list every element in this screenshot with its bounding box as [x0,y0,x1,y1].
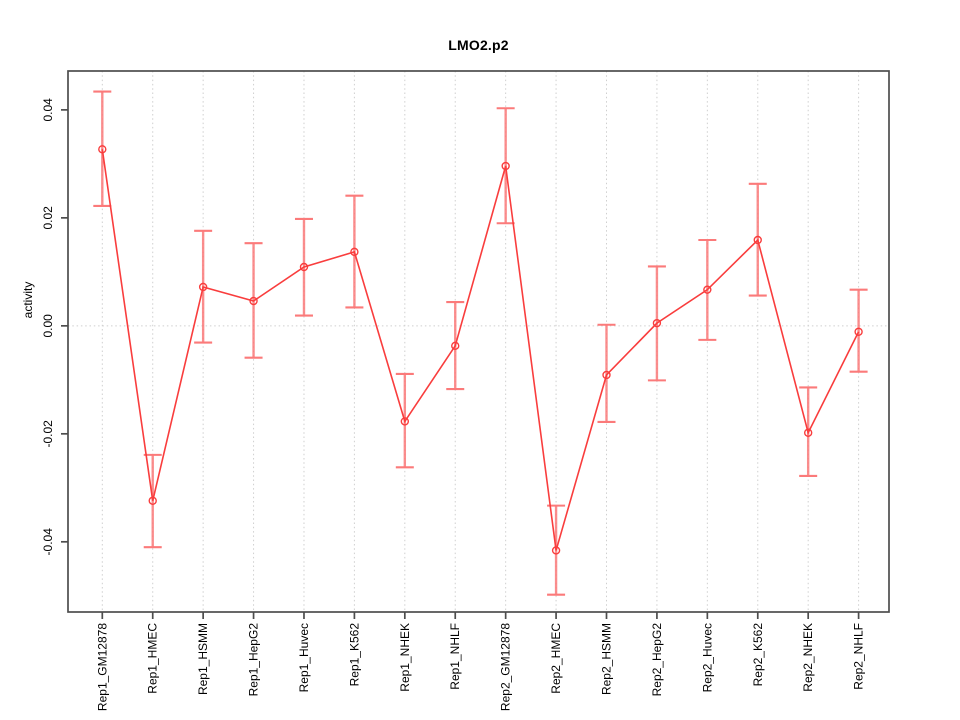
data-point [703,285,712,294]
x-tick-label: Rep2_Huvec [700,623,714,692]
data-point [350,247,359,257]
x-tick-label: Rep1_K562 [347,623,361,687]
data-point [451,341,460,351]
chart-title: LMO2.p2 [448,37,509,53]
x-tick-label: Rep2_HepG2 [650,623,664,697]
y-tick-label: 0.02 [41,206,55,230]
x-tick-label: Rep1_NHEK [398,623,412,692]
x-tick-label: Rep2_HMEC [549,623,563,694]
data-point [753,235,762,245]
y-tick-label: 0.00 [41,314,55,338]
data-point [400,417,410,426]
y-tick-label: -0.04 [41,528,55,556]
data-point [602,370,611,380]
data-point [854,327,863,336]
x-tick-label: Rep1_Huvec [297,623,311,692]
data-point [148,496,157,505]
y-tick-label: -0.02 [41,420,55,448]
x-tick-label: Rep1_HSMM [196,623,210,695]
series-line [101,149,860,551]
data-point [501,161,510,171]
plot-border [67,70,890,613]
x-tick-label: Rep2_NHEK [801,623,815,692]
data-point [249,296,258,306]
y-tick-label: 0.04 [41,98,55,122]
x-tick-label: Rep1_HMEC [146,623,160,694]
data-point [551,546,561,555]
x-tick-label: Rep1_NHLF [448,623,462,690]
x-tick-label: Rep2_K562 [751,623,765,687]
x-tick-label: Rep1_HepG2 [247,623,261,697]
data-point [299,262,309,272]
x-tick-label: Rep1_GM12878 [95,623,109,711]
data-point [98,145,107,154]
data-point [803,428,813,437]
data-point [652,318,662,328]
x-tick-label: Rep2_NHLF [852,623,866,690]
x-tick-label: Rep2_GM12878 [499,623,513,711]
x-tick-label: Rep2_HSMM [600,623,614,695]
data-point [198,282,208,292]
